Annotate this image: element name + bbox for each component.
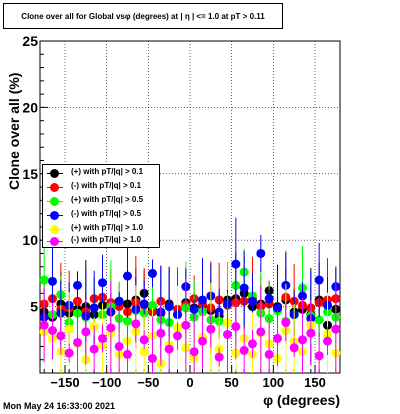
legend: (+) with pT/|q| > 0.1 (-) with pT/|q| > …	[42, 164, 160, 248]
data-point	[281, 318, 291, 328]
data-point	[256, 248, 266, 258]
y-axis-label-wrap: Clone over all (%)	[6, 62, 24, 192]
data-point	[139, 335, 149, 345]
data-point	[231, 322, 241, 332]
data-point	[198, 336, 207, 346]
data-point	[223, 329, 232, 339]
y-tick-label: 25	[22, 33, 38, 49]
data-point	[298, 291, 307, 301]
legend-label: (-) with pT/|q| > 1.0	[71, 235, 142, 244]
legend-marker	[50, 169, 59, 178]
data-point	[39, 275, 49, 285]
data-point	[248, 339, 257, 349]
data-point	[148, 353, 157, 363]
x-tick-label: 100	[262, 375, 284, 390]
data-point	[231, 259, 241, 269]
data-point	[73, 337, 82, 347]
x-tick-label: −100	[92, 375, 121, 390]
data-point	[181, 320, 191, 330]
data-point	[139, 347, 149, 357]
data-point	[123, 316, 132, 326]
y-tick-label: 5	[30, 299, 38, 315]
data-point	[314, 351, 324, 361]
legend-entry: (+) with pT/|q| > 0.5	[43, 194, 159, 208]
data-point	[39, 320, 49, 330]
x-tick-label: 50	[224, 375, 238, 390]
data-point	[139, 299, 149, 309]
data-point	[173, 331, 182, 341]
data-point	[256, 327, 266, 337]
data-point	[273, 303, 282, 313]
x-axis-label: φ (degrees)	[263, 392, 340, 408]
legend-label: (+) with pT/|q| > 0.5	[71, 195, 144, 204]
x-tick-label: 150	[304, 375, 326, 390]
legend-entry: (-) with pT/|q| > 1.0	[43, 234, 159, 248]
data-point	[64, 348, 74, 358]
x-tick-label: −50	[137, 375, 159, 390]
data-point	[248, 296, 257, 306]
data-point	[306, 328, 316, 338]
legend-entry: (+) with pT/|q| > 0.1	[43, 166, 159, 180]
data-point	[298, 335, 307, 345]
legend-marker	[50, 183, 59, 192]
chart-title: Clone over all for Global vsφ (degrees) …	[3, 3, 283, 29]
data-point	[164, 344, 174, 354]
data-point	[48, 276, 57, 286]
data-point	[314, 315, 324, 325]
data-point	[198, 295, 207, 305]
data-point	[89, 303, 99, 313]
data-point	[239, 345, 249, 355]
data-point	[148, 300, 157, 310]
legend-label: (+) with pT/|q| > 0.1	[71, 167, 144, 176]
legend-marker	[50, 197, 59, 206]
legend-marker	[50, 211, 59, 220]
data-point	[206, 324, 216, 334]
legend-label: (-) with pT/|q| > 0.1	[71, 181, 142, 190]
data-point	[98, 278, 107, 288]
data-point	[131, 319, 141, 329]
x-tick-label: 0	[186, 375, 193, 390]
data-point	[189, 347, 199, 357]
data-point	[56, 331, 66, 341]
y-axis-label: Clone over all (%)	[6, 72, 22, 190]
data-point	[114, 341, 124, 351]
x-tick-label: −150	[50, 375, 79, 390]
data-point	[48, 326, 57, 336]
data-point	[331, 324, 341, 334]
data-point	[264, 294, 274, 304]
legend-entry: (-) with pT/|q| > 0.5	[43, 208, 159, 222]
data-point	[273, 333, 282, 343]
legend-marker	[50, 237, 59, 246]
data-point	[98, 333, 107, 343]
data-point	[114, 296, 124, 306]
data-point	[73, 280, 82, 290]
data-point	[214, 352, 224, 362]
data-point	[81, 327, 91, 337]
y-tick-label: 20	[22, 99, 38, 115]
legend-label: (-) with pT/|q| > 0.5	[71, 209, 142, 218]
date-stamp: Mon May 24 16:33:00 2021	[3, 401, 116, 411]
data-point	[89, 344, 99, 354]
data-point	[264, 349, 274, 359]
data-point	[314, 275, 324, 285]
legend-entry: (-) with pT/|q| > 0.1	[43, 180, 159, 194]
legend-marker	[50, 225, 59, 234]
data-point	[189, 304, 199, 314]
legend-label: (+) with pT/|q| > 1.0	[71, 223, 144, 232]
data-point	[323, 336, 332, 346]
y-tick-label: 15	[22, 166, 38, 182]
data-point	[164, 302, 174, 312]
data-point	[239, 283, 249, 293]
data-point	[156, 328, 166, 338]
data-point	[148, 268, 157, 278]
data-point	[123, 349, 132, 359]
data-point	[64, 324, 74, 334]
data-point	[123, 271, 132, 281]
legend-entry: (+) with pT/|q| > 1.0	[43, 222, 159, 236]
data-point	[289, 343, 299, 353]
y-tick-label: 10	[22, 232, 38, 248]
data-point	[106, 323, 116, 333]
